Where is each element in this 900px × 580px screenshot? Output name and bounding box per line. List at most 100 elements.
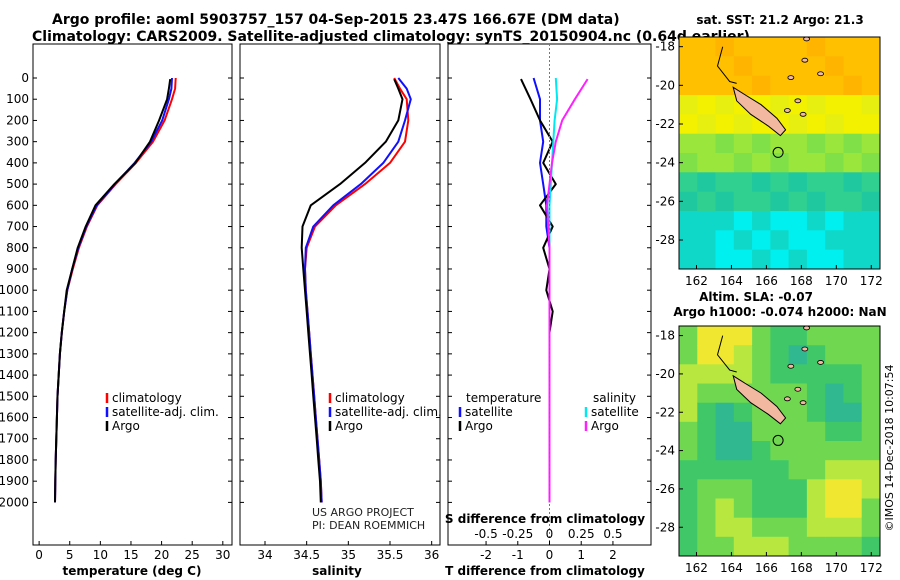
sla-grid-cell bbox=[679, 402, 698, 423]
sst-grid-cell bbox=[715, 211, 735, 231]
sst-grid-cell bbox=[788, 191, 808, 212]
sla-grid-cell bbox=[679, 421, 698, 442]
depth-tick-label: 600 bbox=[6, 198, 29, 212]
sla-grid-cell bbox=[752, 326, 771, 346]
sst-grid-cell bbox=[679, 37, 698, 57]
depth-tick-label: 200 bbox=[6, 113, 29, 127]
sla-grid-cell bbox=[806, 536, 826, 556]
sla-grid-cell bbox=[733, 441, 753, 461]
sst-small-island bbox=[799, 111, 807, 117]
sla-grid-cell bbox=[861, 517, 880, 538]
sst-small-island bbox=[817, 71, 824, 77]
sst-grid-cell bbox=[679, 230, 698, 251]
salinity-tick-label: 34.5 bbox=[293, 548, 320, 562]
sla-grid-cell bbox=[825, 364, 845, 385]
sla-grid-cell bbox=[788, 498, 808, 519]
sla-grid-cell bbox=[861, 326, 880, 346]
sla-grid-cell bbox=[861, 364, 880, 385]
depth-tick-label: 900 bbox=[6, 262, 29, 276]
sst-grid-cell bbox=[788, 211, 808, 231]
sst-map-title: sat. SST: 21.2 Argo: 21.3 bbox=[696, 13, 863, 27]
sla-grid-cell bbox=[843, 326, 863, 346]
sla-grid-cell bbox=[788, 421, 808, 442]
temp-legend-argo-label: Argo bbox=[112, 419, 140, 433]
depth-tick-label: 1000 bbox=[0, 283, 29, 297]
sst-grid-cell bbox=[825, 95, 845, 115]
sla-grid-cell bbox=[843, 536, 863, 556]
sla-grid-cell bbox=[843, 460, 863, 480]
sla-grid-cell bbox=[697, 326, 717, 346]
sla-grid-cell bbox=[843, 383, 863, 404]
t-diff-axis-label: T difference from climatology bbox=[445, 564, 645, 578]
sst-grid-cell bbox=[733, 56, 753, 77]
sst-grid-cell bbox=[715, 133, 735, 154]
sla-small-island bbox=[799, 400, 807, 406]
sla-grid-cell bbox=[770, 536, 790, 556]
sst-grid-cell bbox=[843, 230, 863, 251]
sla-grid-cell bbox=[752, 479, 771, 500]
sst-grid-cell bbox=[697, 191, 717, 212]
sst-grid-cell bbox=[715, 37, 735, 57]
temperature-tick-label: 5 bbox=[66, 548, 74, 562]
s-diff-tick-label: 0 bbox=[546, 527, 554, 541]
sst-grid-cell bbox=[770, 75, 790, 96]
sla-lat-tick-label: -22 bbox=[655, 405, 675, 419]
sst-lon-tick-label: 170 bbox=[825, 274, 848, 288]
sst-grid-cell bbox=[806, 133, 826, 154]
sst-grid-cell bbox=[733, 172, 753, 193]
sst-grid-cell bbox=[770, 249, 790, 269]
sla-grid-cell bbox=[733, 479, 753, 500]
sla-grid-cell bbox=[806, 460, 826, 480]
sst-grid-cell bbox=[843, 249, 863, 269]
sla-grid-cell bbox=[715, 421, 735, 442]
diff-legend-temp-argo-label: Argo bbox=[465, 419, 493, 433]
depth-tick-label: 2000 bbox=[0, 495, 29, 509]
sst-grid-cell bbox=[752, 37, 771, 57]
sst-small-island bbox=[787, 75, 795, 80]
depth-tick-label: 700 bbox=[6, 220, 29, 234]
sla-grid-cell bbox=[679, 460, 698, 480]
salinity-tick-label: 35.5 bbox=[377, 548, 404, 562]
sla-grid-cell bbox=[697, 402, 717, 423]
sla-grid-cell bbox=[843, 421, 863, 442]
salinity-climatology-line bbox=[304, 77, 410, 503]
sst-grid-cell bbox=[715, 114, 735, 135]
sst-grid-cell bbox=[861, 75, 880, 96]
sla-grid-cell bbox=[752, 517, 771, 538]
s-diff-tick-label: -0.5 bbox=[474, 527, 497, 541]
sla-grid-cell bbox=[752, 441, 771, 461]
sst-grid-cell bbox=[733, 230, 753, 251]
t-diff-tick-label: 1 bbox=[577, 548, 585, 562]
sla-grid-cell bbox=[715, 441, 735, 461]
sla-lon-tick-label: 162 bbox=[685, 561, 708, 575]
sst-grid-cell bbox=[806, 153, 826, 173]
sla-grid-cell bbox=[806, 441, 826, 461]
sla-grid-cell bbox=[679, 479, 698, 500]
sla-grid-cell bbox=[715, 479, 735, 500]
sst-grid-cell bbox=[752, 153, 771, 173]
sst-lat-tick-label: -18 bbox=[655, 40, 675, 54]
sst-main-island bbox=[732, 86, 787, 137]
sla-grid-cell bbox=[788, 383, 808, 404]
sst-grid-cell bbox=[861, 153, 880, 173]
sla-grid-cell bbox=[752, 421, 771, 442]
sst-grid-cell bbox=[697, 133, 717, 154]
sla-grid-cell bbox=[733, 421, 753, 442]
salinity-tick-label: 36 bbox=[424, 548, 439, 562]
sst-grid-cell bbox=[697, 95, 717, 115]
sst-grid-cell bbox=[770, 230, 790, 251]
diff-legend-temperature-heading: temperature bbox=[466, 391, 541, 405]
sst-grid-cell bbox=[715, 230, 735, 251]
sst-grid-cell bbox=[752, 211, 771, 231]
sla-grid-cell bbox=[733, 345, 753, 365]
sla-grid-cell bbox=[697, 479, 717, 500]
salinity-tick-label: 35 bbox=[341, 548, 356, 562]
sla-grid-cell bbox=[770, 345, 790, 365]
sst-grid-cell bbox=[788, 172, 808, 193]
sla-grid-cell bbox=[733, 536, 753, 556]
depth-tick-label: 1100 bbox=[0, 304, 29, 318]
sla-grid-cell bbox=[715, 364, 735, 385]
sst-grid-cell bbox=[825, 75, 845, 96]
sla-grid-cell bbox=[733, 326, 753, 346]
sst-grid-cell bbox=[752, 56, 771, 77]
